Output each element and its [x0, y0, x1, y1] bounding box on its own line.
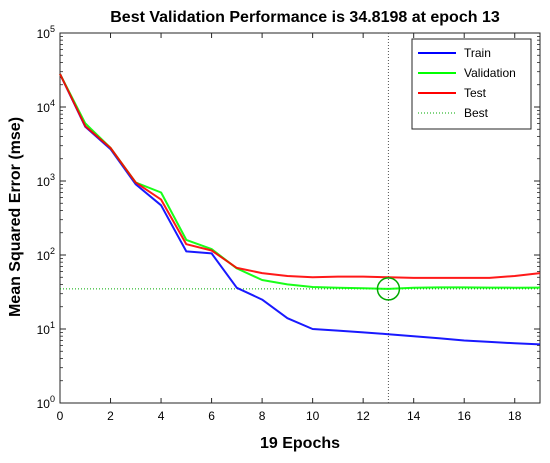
y-tick-label: 105 — [37, 24, 55, 41]
x-axis-label: 19 Epochs — [260, 435, 340, 452]
x-tick-label: 16 — [458, 409, 472, 423]
legend-label-test: Test — [464, 86, 487, 100]
x-tick-label: 18 — [508, 409, 522, 423]
series-line-test — [59, 73, 541, 279]
x-tick-label: 6 — [208, 409, 215, 423]
y-tick-label: 101 — [37, 320, 55, 337]
x-tick-label: 8 — [259, 409, 266, 423]
series-line-train — [59, 73, 541, 346]
x-tick-label: 2 — [107, 409, 114, 423]
legend-label-best: Best — [464, 106, 489, 120]
x-tick-label: 4 — [158, 409, 165, 423]
y-tick-label: 100 — [37, 394, 55, 411]
legend-label-train: Train — [464, 46, 491, 60]
x-tick-label: 10 — [306, 409, 320, 423]
best-marker — [376, 277, 401, 301]
x-tick-label: 0 — [57, 409, 64, 423]
y-tick-label: 102 — [37, 246, 55, 263]
legend: Train Validation Test Best — [411, 38, 532, 130]
x-tick-label: 12 — [356, 409, 370, 423]
legend-label-validation: Validation — [464, 66, 516, 80]
x-axis: 0 2 4 6 8 10 12 14 16 18 — [57, 33, 522, 423]
y-axis-label: Mean Squared Error (mse) — [7, 117, 24, 317]
chart-title: Best Validation Performance is 34.8198 a… — [110, 9, 500, 26]
x-tick-label: 14 — [407, 409, 421, 423]
y-axis: 100 101 102 103 104 105 — [37, 24, 540, 411]
y-tick-label: 103 — [37, 172, 55, 189]
y-tick-label: 104 — [37, 98, 55, 115]
